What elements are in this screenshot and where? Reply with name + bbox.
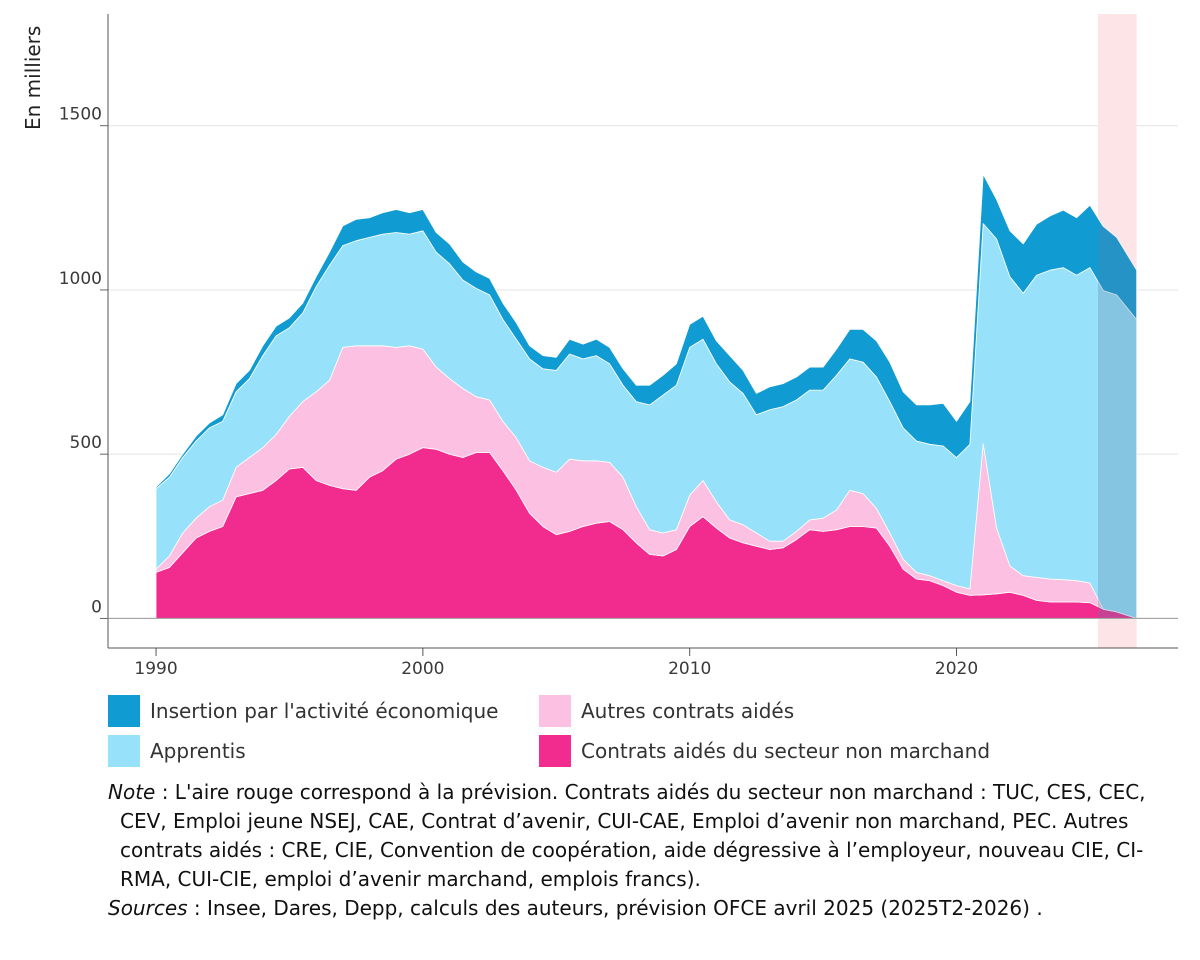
legend-item-iae: Insertion par l'activité économique: [108, 694, 499, 728]
legend-swatch-non-marchand: [539, 735, 571, 767]
legend-swatch-autres: [539, 695, 571, 727]
x-tick-label-2020: 2020: [935, 659, 978, 679]
legend-item-non-marchand: Contrats aidés du secteur non marchand: [539, 734, 990, 768]
x-tick-label-1990: 1990: [134, 659, 177, 679]
sources-text: : Insee, Dares, Depp, calculs des auteur…: [187, 896, 1043, 920]
note-paragraph: Note : L'aire rouge correspond à la prév…: [108, 778, 1178, 894]
y-tick-label-0: 0: [91, 597, 102, 617]
x-tick-label-2010: 2010: [668, 659, 711, 679]
y-tick-label-500: 500: [70, 433, 102, 453]
legend-swatch-apprentis: [108, 735, 140, 767]
area-layer: [155, 173, 1137, 619]
note-label: Note: [108, 780, 156, 804]
note-text: : L'aire rouge correspond à la prévision…: [120, 780, 1146, 891]
y-tick-label-1500: 1500: [59, 105, 102, 125]
legend-label-autres: Autres contrats aidés: [581, 699, 795, 723]
legend-label-iae: Insertion par l'activité économique: [150, 699, 499, 723]
stacked-area-chart: 0 500 1000 1500 1990 2000 2010 2020 En milliers: [21, 14, 1178, 679]
area-series-3: [155, 173, 1137, 490]
x-tick-label-2000: 2000: [401, 659, 444, 679]
forecast-overlay-layer: [1098, 226, 1137, 619]
sources-label: Sources: [108, 896, 188, 920]
legend-item-apprentis: Apprentis: [108, 734, 246, 768]
legend-swatch-iae: [108, 695, 140, 727]
legend-label-non-marchand: Contrats aidés du secteur non marchand: [581, 739, 991, 763]
sources-paragraph: Sources : Insee, Dares, Depp, calculs de…: [108, 894, 1178, 923]
axis-layer: 0 500 1000 1500 1990 2000 2010 2020: [59, 14, 1178, 679]
legend-label-apprentis: Apprentis: [150, 739, 246, 763]
y-axis-label: En milliers: [21, 26, 45, 130]
y-tick-label-1000: 1000: [59, 269, 102, 289]
legend: Insertion par l'activité économique Appr…: [108, 690, 1068, 772]
legend-item-autres: Autres contrats aidés: [539, 694, 794, 728]
forecast-overlay: [1098, 226, 1137, 619]
notes: Note : L'aire rouge correspond à la prév…: [108, 778, 1178, 923]
